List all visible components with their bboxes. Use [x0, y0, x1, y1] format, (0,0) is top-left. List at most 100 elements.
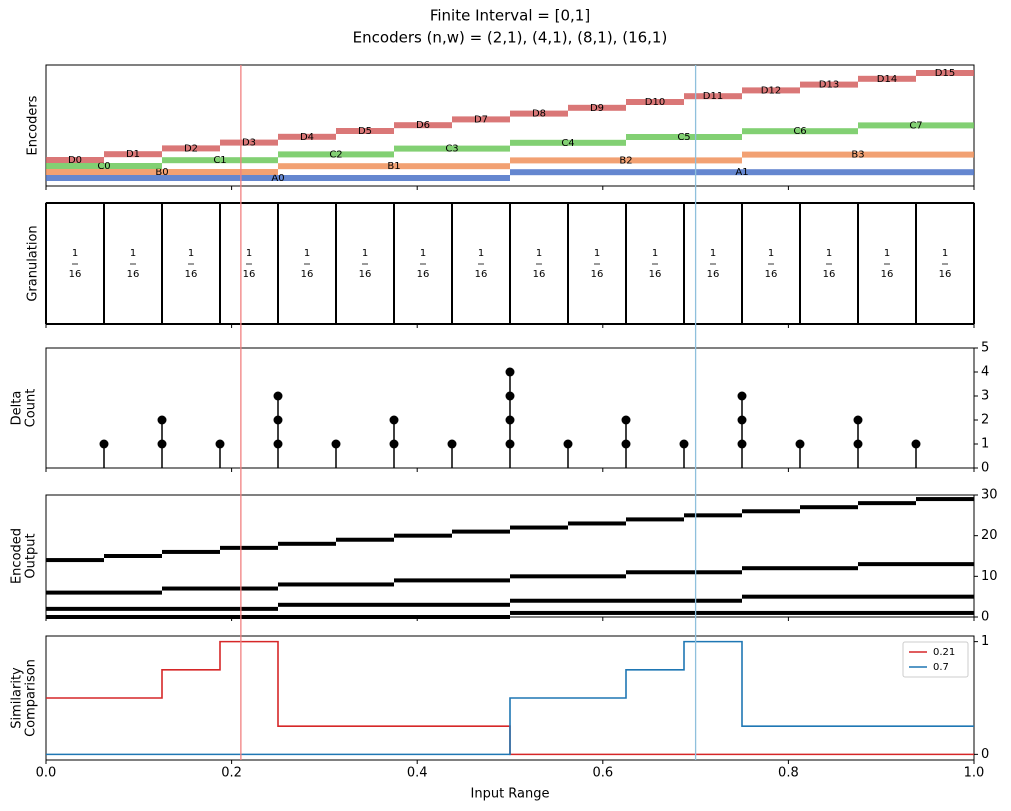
- stem-dot: [273, 391, 283, 401]
- stem-dot: [447, 439, 457, 449]
- encoder-bar: [568, 104, 626, 111]
- output-segment: [278, 541, 336, 546]
- encoder-bar: [162, 145, 220, 152]
- y-tick-label: 2: [981, 413, 989, 428]
- stem-dot: [157, 415, 167, 425]
- legend-label: 0.7: [933, 662, 949, 673]
- encoder-label: B3: [851, 150, 864, 161]
- y-axis-label: Similarity: [10, 667, 25, 729]
- output-segment: [46, 558, 104, 563]
- encoder-bar: [46, 169, 278, 175]
- encoder-bar: [220, 139, 278, 146]
- x-tick-label: 0.0: [36, 766, 57, 781]
- fraction-denominator: 16: [823, 269, 836, 280]
- y-axis-label: Comparison: [24, 659, 39, 737]
- output-segment: [510, 598, 742, 603]
- encoder-bar: [336, 128, 394, 134]
- output-segment: [46, 590, 162, 595]
- encoder-label: C4: [561, 138, 574, 149]
- output-segment: [104, 554, 162, 558]
- encoder-label: D3: [242, 138, 256, 149]
- encoder-bar: [104, 151, 162, 158]
- output-segment: [394, 578, 510, 583]
- y-tick-label: 1: [981, 634, 989, 649]
- encoder-bar: [46, 175, 510, 181]
- stem-dot: [737, 415, 747, 425]
- y-tick-label: 0: [981, 747, 989, 762]
- stem-dot: [737, 439, 747, 449]
- encoder-bar: [278, 151, 394, 158]
- encoder-label: C1: [213, 155, 226, 166]
- encoder-bar: [742, 128, 858, 135]
- output-segment: [278, 582, 394, 587]
- stem-dot: [505, 367, 515, 377]
- encoder-bar: [394, 145, 510, 152]
- encoder-label: D4: [300, 132, 314, 143]
- fraction-numerator: 1: [188, 248, 194, 259]
- legend-label: 0.21: [933, 647, 955, 658]
- encoder-label: D1: [126, 149, 140, 160]
- encoder-bar: [742, 87, 800, 94]
- encoder-bar: [394, 122, 452, 129]
- output-segment: [510, 525, 568, 530]
- encoder-bar: [626, 134, 742, 140]
- y-tick-label: 0: [981, 461, 989, 476]
- encoder-bar: [46, 157, 104, 163]
- y-tick-label: 3: [981, 389, 989, 404]
- stem-dot: [273, 439, 283, 449]
- y-axis-label: Output: [24, 533, 39, 578]
- encoder-label: B0: [155, 167, 168, 178]
- output-segment: [742, 594, 974, 599]
- y-tick-label: 5: [981, 341, 989, 356]
- encoder-label: D8: [532, 109, 546, 120]
- y-axis-label: Granulation: [26, 225, 41, 301]
- fraction-numerator: 1: [420, 248, 426, 259]
- stem-dot: [737, 391, 747, 401]
- encoder-label: B2: [619, 155, 632, 166]
- encoder-bar: [452, 116, 510, 123]
- y-tick-label: 1: [981, 437, 989, 452]
- y-tick-label: 20: [981, 528, 998, 543]
- output-segment: [162, 586, 278, 591]
- encoder-label: D15: [935, 68, 955, 79]
- encoder-label: C2: [329, 149, 342, 160]
- stem-dot: [273, 415, 283, 425]
- output-segment: [916, 497, 974, 502]
- stem-dot: [621, 415, 631, 425]
- fraction-numerator: 1: [536, 248, 542, 259]
- output-segment: [568, 521, 626, 526]
- y-tick-label: 0: [981, 610, 989, 625]
- y-tick-label: 4: [981, 365, 989, 380]
- y-axis-label: Delta: [10, 391, 25, 426]
- stem-dot: [505, 439, 515, 449]
- encoder-bar: [278, 163, 510, 170]
- fraction-denominator: 16: [417, 269, 430, 280]
- fraction-numerator: 1: [130, 248, 136, 259]
- encoder-bar: [626, 99, 684, 105]
- encoder-bar: [742, 151, 974, 158]
- stem-dot: [157, 439, 167, 449]
- output-segment: [684, 513, 742, 518]
- output-segment: [336, 537, 394, 542]
- encoder-label: C3: [445, 144, 458, 155]
- fraction-numerator: 1: [652, 248, 658, 259]
- fraction-denominator: 16: [185, 269, 198, 280]
- title-line: Finite Interval = [0,1]: [430, 7, 590, 25]
- encoder-label: D13: [819, 80, 839, 91]
- fraction-numerator: 1: [710, 248, 716, 259]
- encoder-bar: [510, 110, 568, 117]
- panel-frame: [45, 494, 975, 618]
- encoder-label: D7: [474, 114, 488, 125]
- encoder-label: D5: [358, 126, 372, 137]
- encoder-label: C5: [677, 132, 690, 143]
- fraction-denominator: 16: [881, 269, 894, 280]
- fraction-numerator: 1: [884, 248, 890, 259]
- output-segment: [46, 615, 510, 619]
- fraction-denominator: 16: [533, 269, 546, 280]
- stem-dot: [505, 415, 515, 425]
- fraction-numerator: 1: [362, 248, 368, 259]
- similarity-line: [46, 640, 974, 756]
- encoder-label: D12: [761, 85, 781, 96]
